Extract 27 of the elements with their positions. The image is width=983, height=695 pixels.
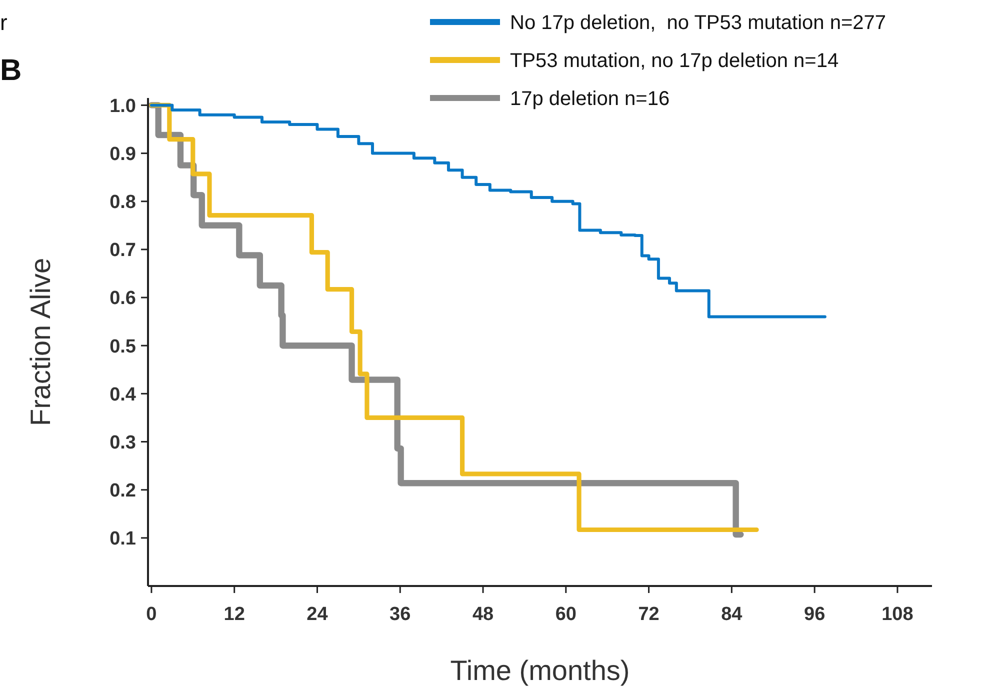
text: r (0, 10, 8, 35)
y-tick-label: 0.5 (110, 336, 136, 358)
x-tick-label: 0 (146, 604, 157, 625)
y-tick-label: 0.1 (110, 528, 136, 550)
x-tick-label: 72 (638, 604, 660, 625)
y-tick-label: 0.9 (110, 144, 136, 165)
x-tick-label: 96 (804, 604, 826, 625)
x-tick-label: 48 (472, 604, 494, 625)
y-tick-label: 0.7 (110, 240, 136, 262)
y-tick-label: 0.4 (110, 384, 136, 406)
x-tick-label: 60 (555, 604, 576, 625)
x-tick-label: 36 (390, 604, 411, 625)
y-tick-label: 1.0 (110, 96, 136, 117)
x-tick-label: 24 (306, 604, 328, 625)
x-tick-label: 84 (721, 604, 743, 625)
y-axis-title: Fraction Alive (25, 258, 56, 426)
legend-label: TP53 mutation, no 17p deletion n=14 (510, 50, 839, 72)
y-tick-label: 0.8 (110, 192, 136, 214)
x-tick-label: 12 (224, 604, 245, 625)
y-tick-label: 0.3 (110, 432, 136, 454)
text: B (0, 54, 22, 87)
y-tick-label: 0.2 (110, 480, 136, 502)
y-tick-label: 0.6 (110, 288, 136, 310)
x-tick-label: 108 (882, 604, 914, 625)
legend-label: No 17p deletion, no TP53 mutation n=277 (510, 12, 886, 34)
legend-label: 17p deletion n=16 (510, 88, 670, 110)
x-axis-title: Time (months) (450, 655, 630, 686)
